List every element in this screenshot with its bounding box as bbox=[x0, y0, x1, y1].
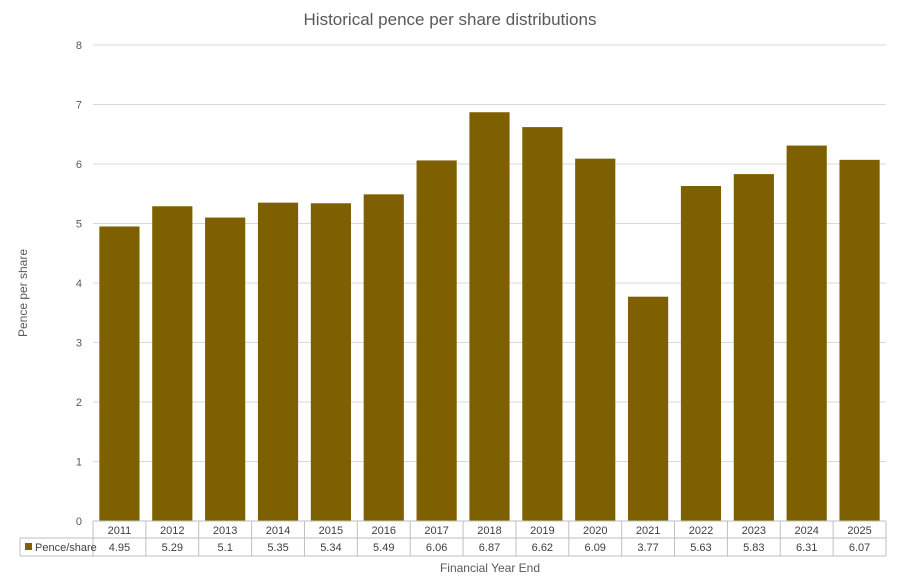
bar-2025 bbox=[839, 159, 880, 521]
bar-2014 bbox=[257, 202, 299, 522]
x-tick-label: 2017 bbox=[424, 525, 448, 537]
y-tick-label: 1 bbox=[76, 457, 82, 469]
x-tick-label: 2023 bbox=[742, 525, 766, 537]
x-tick-label: 2011 bbox=[108, 525, 132, 537]
data-label: 5.49 bbox=[373, 542, 394, 554]
y-tick-label: 5 bbox=[76, 219, 82, 231]
x-tick-label: 2015 bbox=[319, 525, 343, 537]
data-label: 6.07 bbox=[849, 542, 870, 554]
x-axis-title: Financial Year End bbox=[440, 561, 540, 575]
x-tick-label: 2018 bbox=[477, 525, 501, 537]
bar-2022 bbox=[680, 186, 722, 521]
y-tick-label: 8 bbox=[76, 40, 82, 52]
x-tick-label: 2012 bbox=[160, 525, 184, 537]
bars bbox=[99, 112, 880, 522]
x-tick-label: 2022 bbox=[689, 525, 713, 537]
bar-2024 bbox=[786, 145, 827, 521]
x-tick-label: 2024 bbox=[794, 525, 818, 537]
data-label: 6.87 bbox=[479, 542, 500, 554]
x-tick-label: 2025 bbox=[847, 525, 871, 537]
data-label: 6.31 bbox=[796, 542, 817, 554]
bar-2019 bbox=[522, 127, 563, 522]
bar-2020 bbox=[575, 158, 616, 521]
data-label: 6.09 bbox=[585, 542, 606, 554]
x-tick-label: 2016 bbox=[372, 525, 396, 537]
data-label: 5.1 bbox=[218, 542, 233, 554]
bar-2021 bbox=[628, 296, 669, 521]
x-tick-label: 2020 bbox=[583, 525, 607, 537]
bar-2011 bbox=[99, 226, 140, 521]
x-tick-label: 2019 bbox=[530, 525, 554, 537]
y-tick-label: 4 bbox=[76, 278, 82, 290]
data-label: 5.35 bbox=[267, 542, 288, 554]
chart-title: Historical pence per share distributions bbox=[304, 10, 597, 29]
y-axis-ticks: 0 1 2 3 4 5 6 7 8 bbox=[76, 40, 82, 528]
legend-label: Pence/share bbox=[35, 542, 97, 554]
data-label: 3.77 bbox=[637, 542, 658, 554]
y-tick-label: 6 bbox=[76, 159, 82, 171]
bar-2017 bbox=[416, 160, 457, 521]
data-label: 5.29 bbox=[162, 542, 183, 554]
data-label: 5.34 bbox=[320, 542, 341, 554]
data-label: 6.62 bbox=[532, 542, 553, 554]
y-tick-label: 0 bbox=[76, 516, 82, 528]
legend-swatch bbox=[25, 543, 32, 550]
y-axis-title: Pence per share bbox=[16, 249, 30, 337]
bar-2023 bbox=[733, 174, 774, 522]
x-tick-label: 2013 bbox=[213, 525, 237, 537]
bar-2016 bbox=[363, 194, 404, 521]
data-label: 5.83 bbox=[743, 542, 764, 554]
bar-2012 bbox=[152, 206, 193, 521]
bar-2018 bbox=[469, 112, 510, 522]
data-label: 5.63 bbox=[690, 542, 711, 554]
data-label: 4.95 bbox=[109, 542, 130, 554]
data-label: 6.06 bbox=[426, 542, 447, 554]
x-tick-label: 2014 bbox=[266, 525, 290, 537]
bar-2015 bbox=[310, 203, 351, 521]
y-tick-label: 7 bbox=[76, 100, 82, 112]
y-tick-label: 3 bbox=[76, 338, 82, 350]
bar-2013 bbox=[205, 217, 246, 522]
data-table: 2011 4.95 2012 5.29 2013 5.1 2014 5.35 2015 5.34 2… bbox=[19, 520, 887, 557]
x-tick-label: 2021 bbox=[636, 525, 660, 537]
y-tick-label: 2 bbox=[76, 397, 82, 409]
